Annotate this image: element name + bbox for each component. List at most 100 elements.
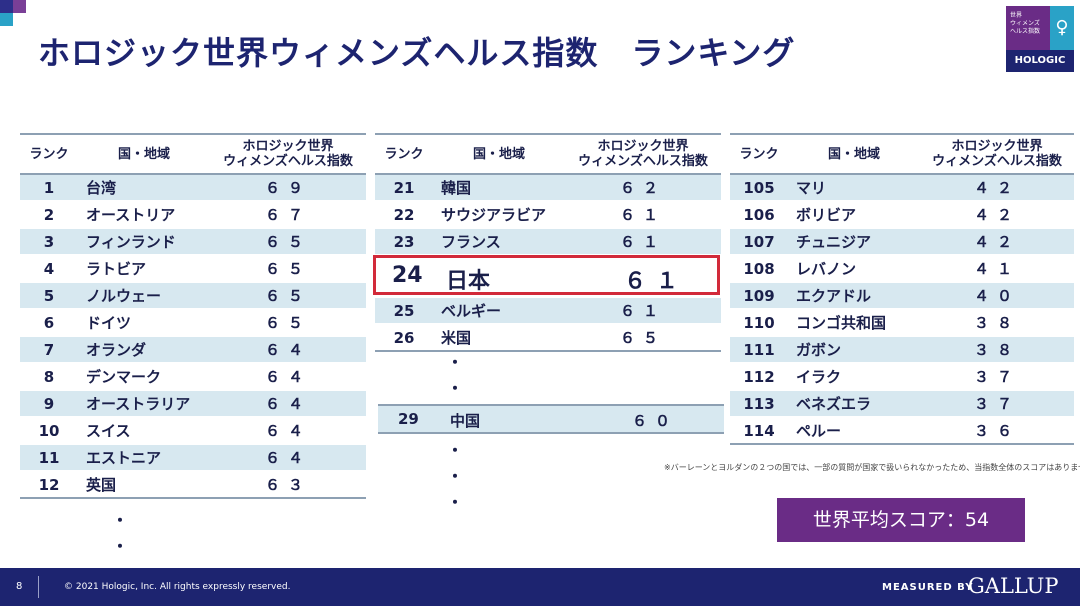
rank-cell: 111 (730, 336, 788, 364)
rank-cell: 11 (20, 444, 78, 472)
score-cell: ４２ (920, 228, 1074, 256)
table-row: 110 コンゴ共和国 ３８ (730, 309, 1074, 337)
corner-decoration (0, 13, 13, 26)
country-cell: スイス (78, 417, 210, 445)
header-rank: ランク (375, 133, 433, 175)
footnote: ※バーレーンとヨルダンの２つの国では、一部の質問が国家で扱いられなかったため、当… (664, 463, 1080, 472)
header-score: ホロジック世界 ウィメンズヘルス指数 (920, 133, 1074, 175)
table-body: 21 韓国 ６２ 22 サウジアラビア ６１ 23 フランス ６１ (375, 174, 721, 256)
rank-cell: 108 (730, 255, 788, 283)
rank-cell: 8 (20, 363, 78, 391)
rank-cell: 113 (730, 390, 788, 418)
female-symbol-icon: ♀ (1050, 6, 1074, 50)
table-row: 113 ベネズエラ ３７ (730, 390, 1074, 418)
table-row: 109 エクアドル ４０ (730, 282, 1074, 310)
score-cell: ６５ (210, 255, 366, 283)
table-row: 1 台湾 ６９ (20, 174, 366, 202)
score-cell: ６１ (565, 201, 721, 229)
table-row: 23 フランス ６１ (375, 228, 721, 256)
table-row: 12 英国 ６３ (20, 471, 366, 499)
header-country: 国・地域 (433, 133, 565, 175)
table-row: 8 デンマーク ６４ (20, 363, 366, 391)
country-cell: マリ (788, 174, 920, 202)
rank-cell: 26 (375, 324, 433, 352)
table-body: 105 マリ ４２ 106 ボリビア ４２ 107 チュニジア ４２ 108 レバノン ４１ 109 エク… (730, 174, 1074, 445)
table-row: 114 ペルー ３６ (730, 417, 1074, 445)
country-cell: 米国 (433, 324, 565, 352)
country-cell: オーストラリア (78, 390, 210, 418)
country-cell: オランダ (78, 336, 210, 364)
country-cell: フランス (433, 228, 565, 256)
hologic-logo: HOLOGIC (1006, 50, 1074, 72)
country-cell: レバノン (788, 255, 920, 283)
country-cell: エストニア (78, 444, 210, 472)
ranking-table-bottom: ランク 国・地域 ホロジック世界 ウィメンズヘルス指数 105 マリ ４２ 106 ボリビ… (730, 133, 1074, 445)
country-cell: ドイツ (78, 309, 210, 337)
score-cell: ６３ (210, 471, 366, 499)
table-row: 107 チュニジア ４２ (730, 228, 1074, 256)
score-cell: ６１ (565, 298, 721, 325)
rank-cell: 21 (375, 174, 433, 202)
table-row: 7 オランダ ６４ (20, 336, 366, 364)
country-cell: 韓国 (433, 174, 565, 202)
rank-cell: 5 (20, 282, 78, 310)
rank-cell: 3 (20, 228, 78, 256)
ellipsis-dots: ・・ (112, 511, 129, 556)
page-number: 8 (16, 581, 23, 592)
rank-cell: 112 (730, 363, 788, 391)
rank-cell: 105 (730, 174, 788, 202)
score-cell: ６４ (210, 390, 366, 418)
highlight-score: ６１ (624, 269, 689, 294)
china-rank: 29 (398, 410, 419, 428)
score-cell: ６２ (565, 174, 721, 202)
score-cell: ４１ (920, 255, 1074, 283)
country-cell: ガボン (788, 336, 920, 364)
score-cell: ６１ (565, 228, 721, 256)
japan-highlight-row: 24 日本 ６１ (373, 255, 720, 295)
rank-cell: 109 (730, 282, 788, 310)
header-score: ホロジック世界 ウィメンズヘルス指数 (210, 133, 366, 175)
score-cell: ６４ (210, 363, 366, 391)
highlight-rank: 24 (392, 263, 423, 288)
score-cell: ４０ (920, 282, 1074, 310)
country-cell: チュニジア (788, 228, 920, 256)
table-body: 1 台湾 ６９ 2 オーストリア ６７ 3 フィンランド ６５ 4 ラトビア ６５ 5 ノルウェー ６５ 6 ド… (20, 174, 366, 499)
page-title: ホロジック世界ウィメンズヘルス指数 ランキング (38, 34, 796, 72)
footer-divider (38, 576, 39, 598)
score-cell: ６５ (210, 309, 366, 337)
table-row: 108 レバノン ４１ (730, 255, 1074, 283)
country-cell: エクアドル (788, 282, 920, 310)
rank-cell: 7 (20, 336, 78, 364)
measured-by-text: MEASURED BY (882, 582, 974, 593)
gallup-logo: GALLUP (968, 574, 1059, 598)
ellipsis-dots: ・・ (447, 353, 464, 398)
table-row: 11 エストニア ６４ (20, 444, 366, 472)
score-cell: ３６ (920, 417, 1074, 445)
table-row: 21 韓国 ６２ (375, 174, 721, 202)
ellipsis-dots: ・・・ (447, 441, 464, 512)
rank-cell: 9 (20, 390, 78, 418)
score-cell: ６４ (210, 336, 366, 364)
country-cell: デンマーク (78, 363, 210, 391)
country-cell: ラトビア (78, 255, 210, 283)
table-row: 6 ドイツ ６５ (20, 309, 366, 337)
country-cell: ペルー (788, 417, 920, 445)
highlight-country: 日本 (446, 269, 491, 294)
rank-cell: 22 (375, 201, 433, 229)
country-cell: ベルギー (433, 298, 565, 325)
table-header: ランク 国・地域 ホロジック世界 ウィメンズヘルス指数 (730, 133, 1074, 175)
country-cell: サウジアラビア (433, 201, 565, 229)
logo-badge: 世界 ウィメンズ ヘルス指数 (1006, 6, 1050, 50)
table-row: 9 オーストラリア ６４ (20, 390, 366, 418)
rank-cell: 23 (375, 228, 433, 256)
country-cell: オーストリア (78, 201, 210, 229)
rank-cell: 114 (730, 417, 788, 445)
country-cell: 台湾 (78, 174, 210, 202)
table-row: 25 ベルギー ６１ (375, 298, 721, 325)
table-row: 10 スイス ６４ (20, 417, 366, 445)
table-body: 25 ベルギー ６１ 26 米国 ６５ (375, 298, 721, 352)
china-row: 29 中国 ６０ (378, 404, 724, 434)
rank-cell: 10 (20, 417, 78, 445)
score-cell: ６５ (210, 282, 366, 310)
score-cell: ６５ (210, 228, 366, 256)
